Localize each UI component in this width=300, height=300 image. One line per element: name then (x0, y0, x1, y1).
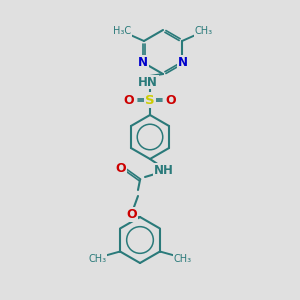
Text: CH₃: CH₃ (195, 26, 213, 36)
Text: O: O (127, 208, 137, 220)
Text: S: S (145, 94, 155, 106)
Text: O: O (124, 94, 134, 106)
Text: N: N (138, 56, 148, 68)
Text: N: N (178, 56, 188, 68)
Text: H₃C: H₃C (113, 26, 131, 36)
Text: O: O (116, 161, 126, 175)
Text: O: O (166, 94, 176, 106)
Text: CH₃: CH₃ (174, 254, 192, 263)
Text: HN: HN (138, 76, 158, 88)
Text: NH: NH (154, 164, 174, 176)
Text: CH₃: CH₃ (88, 254, 106, 263)
